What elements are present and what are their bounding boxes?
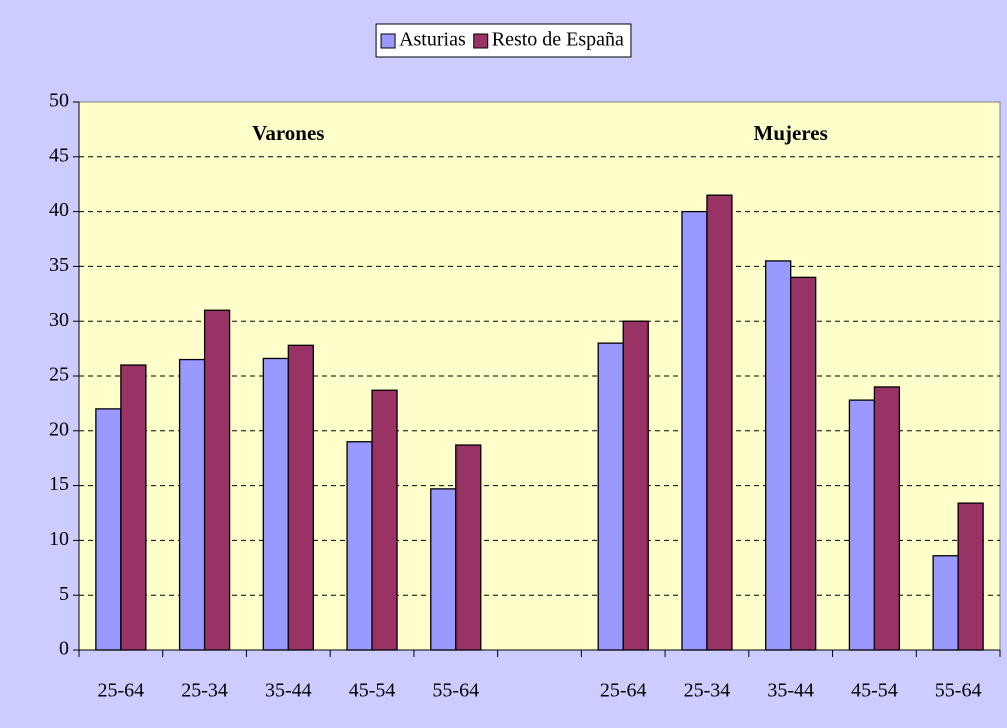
y-tick-label: 0 <box>59 638 69 660</box>
legend-swatch <box>380 33 396 49</box>
bar <box>848 399 876 651</box>
y-tick-label: 5 <box>59 583 69 605</box>
bar <box>765 260 792 651</box>
bar <box>681 210 708 651</box>
legend <box>375 23 632 58</box>
bar <box>455 444 482 651</box>
y-tick-label: 20 <box>49 418 69 440</box>
bar <box>790 276 817 651</box>
y-tick-label: 25 <box>49 364 69 386</box>
bar <box>262 357 289 651</box>
bar <box>430 488 457 651</box>
bar <box>178 358 206 651</box>
bar <box>597 342 624 651</box>
bar <box>873 386 901 651</box>
bar <box>346 441 373 651</box>
x-tick-label: 35-44 <box>767 680 814 702</box>
x-tick-label: 25-64 <box>98 680 145 702</box>
y-tick-label: 45 <box>49 144 69 166</box>
x-tick-label: 25-64 <box>600 680 647 702</box>
bar <box>706 194 733 651</box>
bar <box>371 389 398 651</box>
x-tick-label: 45-54 <box>851 680 898 702</box>
y-tick-label: 10 <box>49 528 69 550</box>
x-tick-label: 25-34 <box>684 680 731 702</box>
bar <box>622 320 649 651</box>
x-tick-label: 35-44 <box>265 680 312 702</box>
y-tick-label: 15 <box>49 473 69 495</box>
bar <box>120 364 147 651</box>
y-tick-label: 35 <box>49 254 69 276</box>
bar <box>95 408 122 651</box>
legend-label: Asturias <box>399 29 466 51</box>
legend-label: Resto de España <box>492 29 624 51</box>
annotation: Varones <box>252 121 324 145</box>
x-tick-label: 45-54 <box>349 680 396 702</box>
bar <box>957 502 984 651</box>
x-tick-label: 55-64 <box>935 680 982 702</box>
bar <box>932 555 959 651</box>
bar <box>287 344 314 651</box>
x-tick-label: 25-34 <box>181 680 228 702</box>
y-tick-label: 30 <box>49 309 69 331</box>
y-tick-label: 40 <box>49 199 69 221</box>
x-tick-label: 55-64 <box>432 680 479 702</box>
y-tick-label: 50 <box>49 90 69 112</box>
legend-swatch <box>473 33 489 49</box>
bar <box>203 309 231 651</box>
annotation: Mujeres <box>754 121 828 145</box>
